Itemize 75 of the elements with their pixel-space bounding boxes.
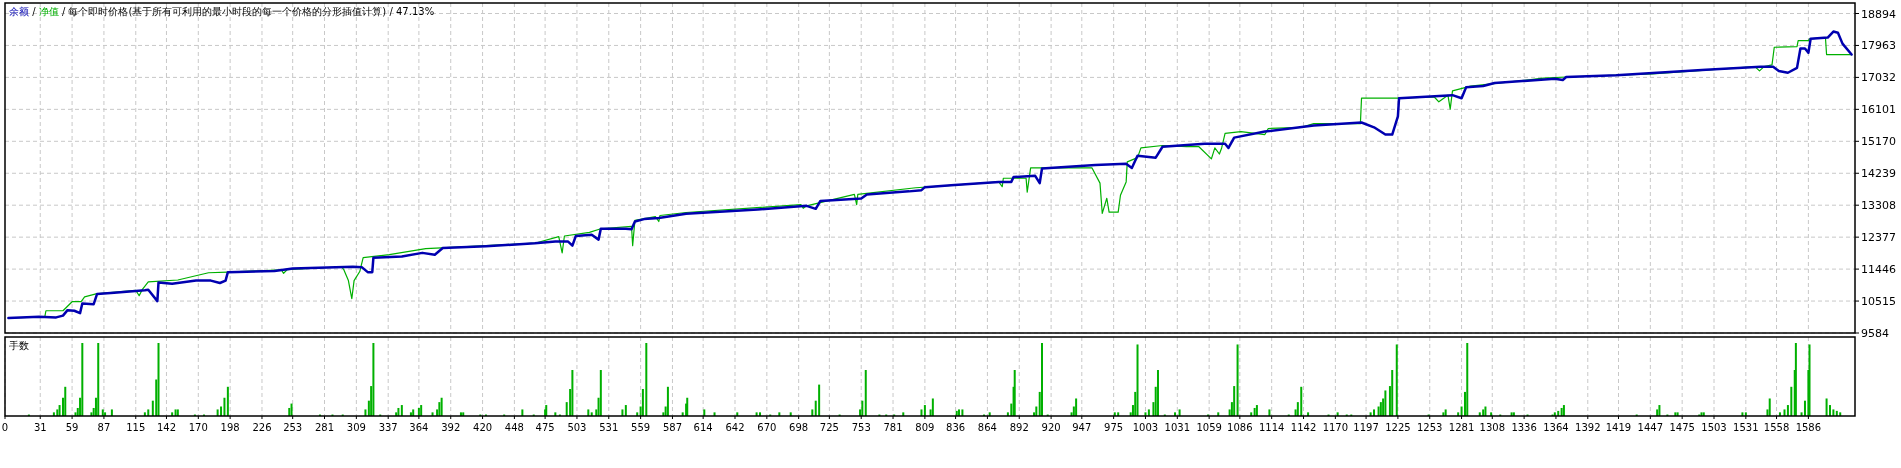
y-tick-label: 12377 — [1861, 231, 1896, 245]
x-tick-label: 642 — [725, 422, 745, 433]
x-tick-label: 31 — [33, 422, 47, 433]
y-tick-label: 15170 — [1861, 135, 1896, 149]
x-tick-label: 1059 — [1196, 422, 1222, 433]
chart-title: 每个即时价格(基于所有可利用的最小时段的每一个价格的分形插值计算) / 47.13% — [68, 6, 435, 17]
x-tick-label: 975 — [1104, 422, 1124, 433]
x-tick-label: 920 — [1041, 422, 1061, 433]
x-tick-label: 1086 — [1227, 422, 1253, 433]
x-tick-label: 1447 — [1637, 422, 1664, 433]
x-tick-label: 0 — [1, 422, 9, 433]
x-tick-label: 809 — [915, 422, 935, 433]
x-tick-label: 309 — [346, 422, 366, 433]
y-tick-label: 18894 — [1861, 7, 1896, 21]
x-tick-label: 253 — [283, 422, 303, 433]
x-tick-label: 1586 — [1795, 422, 1822, 433]
text: 余额 — [9, 6, 29, 17]
x-tick-label: 87 — [97, 422, 111, 433]
x-tick-label: 1419 — [1605, 422, 1632, 433]
x-tick-label: 836 — [946, 422, 966, 433]
x-tick-label: 1364 — [1543, 422, 1569, 433]
x-tick-label: 1308 — [1479, 422, 1505, 433]
x-tick-label: 1031 — [1164, 422, 1191, 433]
x-tick-label: 392 — [441, 422, 461, 433]
x-tick-label: 587 — [662, 422, 682, 433]
x-tick-label: 364 — [409, 422, 429, 433]
x-tick-label: 503 — [567, 422, 587, 433]
x-tick-label: 1197 — [1353, 422, 1379, 433]
x-tick-label: 115 — [126, 422, 146, 433]
x-tick-label: 198 — [220, 422, 240, 433]
annotation: / — [29, 6, 39, 17]
x-tick-label: 864 — [977, 422, 997, 433]
x-tick-label: 725 — [819, 422, 839, 433]
x-tick-label: 753 — [851, 422, 871, 433]
x-tick-label: 1531 — [1733, 422, 1759, 433]
x-tick-label: 614 — [693, 422, 713, 433]
x-tick-label: 1392 — [1575, 422, 1601, 433]
x-tick-label: 475 — [535, 422, 555, 433]
x-tick-label: 1503 — [1701, 422, 1727, 433]
x-tick-label: 781 — [883, 422, 903, 433]
y-tick-label: 16101 — [1861, 103, 1896, 117]
y-tick-label: 14239 — [1861, 167, 1896, 181]
text: 净值 — [38, 6, 59, 17]
y-tick-label: 17963 — [1861, 39, 1896, 53]
x-tick-label: 1170 — [1322, 422, 1349, 433]
y-tick-label: 10515 — [1861, 295, 1896, 309]
x-tick-label: 947 — [1072, 422, 1092, 433]
x-tick-label: 1225 — [1385, 422, 1411, 433]
x-tick-label: 1336 — [1511, 422, 1537, 433]
x-tick-label: 1142 — [1290, 422, 1317, 433]
x-tick-label: 892 — [1009, 422, 1029, 433]
x-tick-label: 226 — [252, 422, 272, 433]
y-tick-label: 13308 — [1861, 199, 1896, 213]
x-tick-label: 1281 — [1448, 422, 1475, 433]
x-tick-label: 531 — [599, 422, 619, 433]
y-tick-label: 9584 — [1861, 327, 1889, 340]
x-tick-label: 559 — [631, 422, 651, 433]
x-tick-label: 420 — [473, 422, 493, 433]
chart-title: 手数 — [9, 340, 29, 351]
x-tick-label: 670 — [757, 422, 777, 433]
x-tick-label: 281 — [314, 422, 335, 433]
x-tick-label: 1003 — [1132, 422, 1159, 433]
x-tick-label: 142 — [156, 422, 177, 433]
x-tick-label: 1253 — [1417, 422, 1443, 433]
x-tick-label: 337 — [378, 422, 398, 433]
x-tick-label: 448 — [504, 422, 524, 433]
x-tick-label: 698 — [789, 422, 809, 433]
y-tick-label: 11446 — [1861, 263, 1896, 277]
x-tick-label: 170 — [188, 422, 208, 433]
x-tick-label: 1558 — [1763, 422, 1790, 433]
x-tick-label: 1475 — [1669, 422, 1695, 433]
y-tick-label: 17032 — [1861, 71, 1896, 85]
x-tick-label: 59 — [65, 422, 79, 433]
annotation: / — [58, 6, 69, 17]
x-tick-label: 1114 — [1258, 422, 1285, 433]
